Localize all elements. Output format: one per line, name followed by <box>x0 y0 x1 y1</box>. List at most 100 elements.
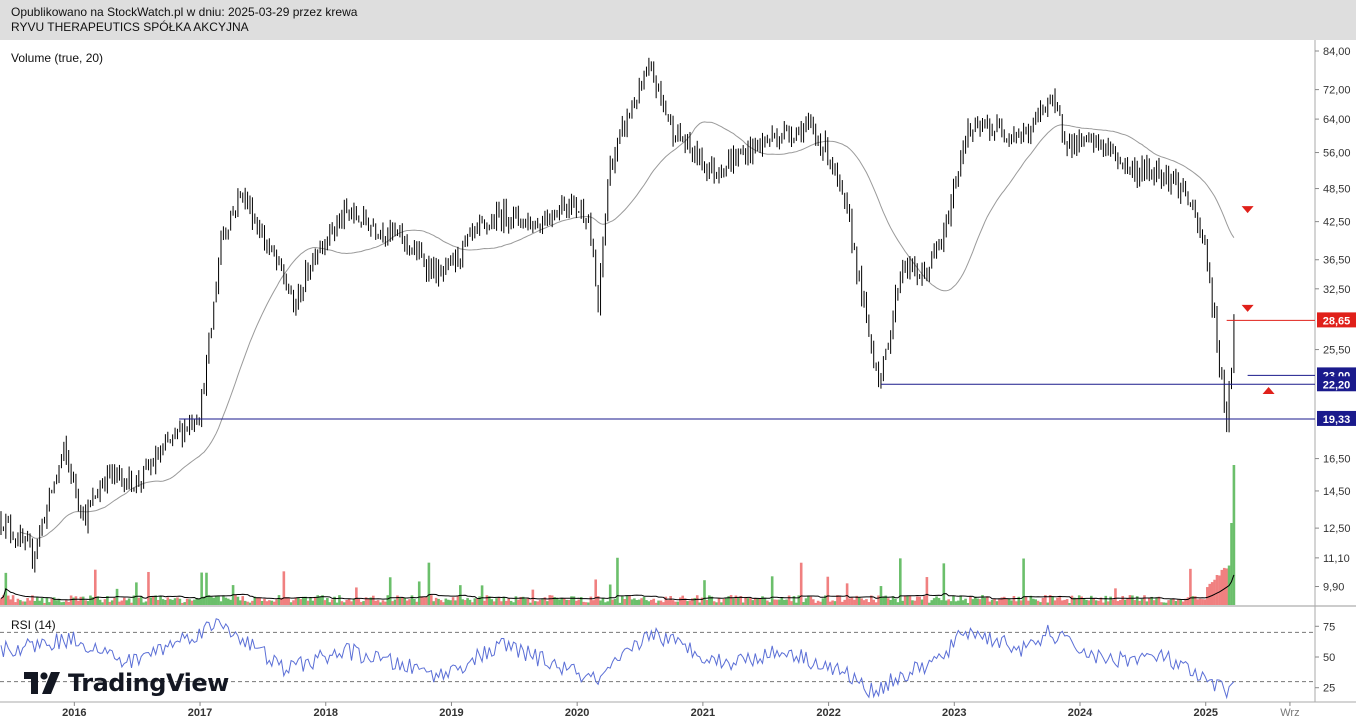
volume-bar <box>166 597 170 605</box>
volume-bar <box>804 598 808 605</box>
volume-bar <box>850 597 854 605</box>
volume-bar <box>732 598 735 605</box>
volume-bar <box>1164 602 1168 605</box>
volume-bar <box>700 597 704 605</box>
volume-bar <box>475 598 479 605</box>
volume-bar <box>572 596 576 605</box>
volume-bar <box>89 595 92 605</box>
volume-bar <box>770 576 774 605</box>
volume-bar <box>502 596 506 605</box>
volume-bar <box>1145 601 1149 605</box>
volume-bar <box>1206 587 1209 605</box>
volume-bar <box>1022 558 1025 605</box>
volume-bar <box>773 599 776 605</box>
volume-bar <box>248 602 252 605</box>
volume-bar <box>758 598 762 605</box>
volume-bar <box>1167 600 1170 605</box>
volume-bar <box>69 595 73 605</box>
volume-bar <box>277 595 281 605</box>
volume-bar <box>1138 600 1141 605</box>
volume-bar <box>582 601 585 605</box>
volume-bar <box>686 601 689 605</box>
volume-bar <box>966 602 970 605</box>
volume-bar <box>156 599 160 605</box>
volume-bar <box>814 602 817 605</box>
volume-bar <box>485 595 489 605</box>
volume-bar <box>289 602 293 605</box>
volume-bar <box>311 600 315 605</box>
volume-bar <box>1215 574 1219 605</box>
price-level-badge-bg <box>1317 312 1356 328</box>
volume-bar <box>473 598 477 605</box>
volume-bar <box>831 600 834 605</box>
volume-bar <box>1075 599 1079 605</box>
tradingview-logo[interactable]: TradingView <box>24 668 229 698</box>
volume-bar <box>981 595 984 605</box>
volume-bar <box>21 601 25 605</box>
volume-bar <box>1106 601 1110 605</box>
volume-bar <box>918 596 921 605</box>
volume-bar <box>555 597 559 605</box>
volume-bar <box>364 597 368 605</box>
volume-bar <box>1213 579 1216 605</box>
volume-bar <box>77 600 80 605</box>
volume-bar <box>693 597 697 605</box>
volume-bar <box>434 597 438 605</box>
volume-bar <box>19 600 22 605</box>
price-level-badge-bg <box>1317 410 1356 426</box>
sell-arrow-marker <box>1241 304 1254 312</box>
volume-bar <box>258 597 261 605</box>
volume-bar <box>120 600 124 605</box>
volume-bar <box>874 602 878 605</box>
volume-bar <box>28 600 32 605</box>
volume-bar <box>1109 596 1112 605</box>
rsi-axis-label: 50 <box>1323 652 1335 664</box>
volume-bar <box>466 598 469 605</box>
volume-bar <box>241 596 245 605</box>
volume-bar <box>152 596 155 605</box>
candles-layer <box>0 57 1235 573</box>
volume-bar <box>790 601 793 605</box>
volume-bar <box>214 595 218 605</box>
volume-bar <box>734 595 738 605</box>
annotations-layer <box>1241 206 1275 394</box>
volume-bar <box>301 596 305 605</box>
volume-bar <box>1017 596 1021 605</box>
volume-bar <box>260 600 264 605</box>
volume-bar <box>575 600 578 605</box>
volume-bar <box>964 598 967 605</box>
volume-bar <box>816 600 820 605</box>
volume-bar <box>512 602 515 605</box>
volume-bar <box>362 601 365 605</box>
volume-bar <box>108 601 112 605</box>
rsi-axis-label: 75 <box>1323 621 1335 633</box>
volume-bar <box>903 595 907 605</box>
volume-bar <box>857 597 861 605</box>
volume-bar <box>524 598 527 605</box>
volume-bar <box>855 595 859 605</box>
volume-bar <box>860 598 863 605</box>
volume-bar <box>159 595 162 605</box>
volume-bar <box>122 597 126 605</box>
volume-bar <box>828 601 832 605</box>
volume-bar <box>838 596 842 605</box>
volume-bar <box>538 599 542 605</box>
volume-bar <box>425 596 428 605</box>
volume-bar <box>928 602 931 605</box>
volume-bar <box>224 597 228 605</box>
rsi-indicator-label[interactable]: RSI (14) <box>11 618 56 632</box>
volume-bar <box>144 601 148 605</box>
time-axis-label: 2018 <box>314 707 338 719</box>
volume-bar <box>456 595 460 605</box>
volume-bar <box>284 597 288 605</box>
volume-bar <box>309 597 312 605</box>
volume-bar <box>381 600 385 605</box>
volume-bars <box>0 465 1236 605</box>
volume-indicator-label[interactable]: Volume (true, 20) <box>11 51 104 65</box>
volume-bar <box>401 597 404 605</box>
volume-bar <box>1222 567 1226 605</box>
volume-bar <box>1177 599 1180 605</box>
volume-bar <box>243 600 247 605</box>
volume-bar <box>1174 601 1178 605</box>
